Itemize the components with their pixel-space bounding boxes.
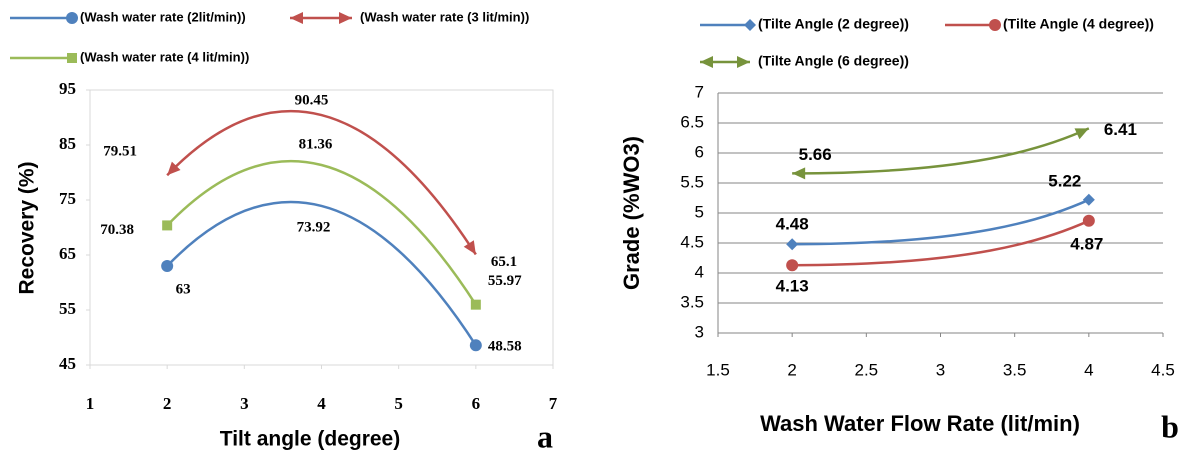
series-line bbox=[166, 159, 477, 306]
x-tick-label: 4 bbox=[317, 394, 326, 413]
series-line bbox=[792, 127, 1090, 175]
legend-label: (Tilte Angle (6 degree)) bbox=[758, 53, 909, 69]
series-line bbox=[792, 198, 1090, 246]
point-marker bbox=[162, 220, 173, 231]
y-tick-label: 3 bbox=[695, 322, 704, 341]
data-label: 48.58 bbox=[488, 339, 522, 355]
y-tick-label: 6 bbox=[695, 142, 704, 161]
legend-marker bbox=[67, 53, 77, 63]
x-tick-label: 3 bbox=[936, 360, 945, 379]
point-marker bbox=[1082, 214, 1095, 227]
legend-label: (Tilte Angle (4 degree)) bbox=[1003, 16, 1154, 32]
arrow-head bbox=[167, 161, 181, 176]
point-marker bbox=[469, 339, 482, 352]
y-tick-label: 5.5 bbox=[680, 172, 704, 191]
y-tick-label: 4 bbox=[695, 262, 704, 281]
legend-label: (Wash water rate (4 lit/min)) bbox=[80, 49, 249, 64]
y-tick-label: 45 bbox=[59, 354, 76, 373]
y-tick-label: 6.5 bbox=[680, 112, 704, 131]
data-label: 65.1 bbox=[491, 254, 517, 270]
x-axis-label: Tilt angle (degree) bbox=[220, 428, 400, 451]
data-label: 90.45 bbox=[295, 92, 329, 108]
y-axis-label: Grade (%WO3) bbox=[619, 136, 644, 290]
panel-label: b bbox=[1161, 408, 1179, 444]
legend-label: (Wash water rate (2lit/min)) bbox=[80, 9, 246, 24]
y-tick-label: 65 bbox=[59, 244, 76, 263]
data-label: 6.41 bbox=[1104, 120, 1137, 139]
data-label: 79.51 bbox=[103, 144, 137, 160]
chart: 3 3.5 4 4.5 5 5.5 6 6.5 7 1.5 2 2.5 3 3.5 4 4.5 Grade (%… bbox=[619, 16, 1179, 445]
x-axis-label: Wash Water Flow Rate (lit/min) bbox=[760, 411, 1080, 436]
legend-marker bbox=[290, 12, 303, 24]
y-tick-label: 5 bbox=[695, 202, 704, 221]
series-line bbox=[166, 109, 477, 256]
legend-marker bbox=[989, 19, 1001, 31]
data-label: 4.48 bbox=[776, 215, 809, 234]
point-marker bbox=[1082, 193, 1095, 206]
y-axis-label: Recovery (%) bbox=[16, 161, 39, 294]
data-label: 55.97 bbox=[488, 273, 522, 289]
point-marker bbox=[470, 299, 481, 310]
legend-marker bbox=[66, 12, 78, 24]
y-tick-label: 3.5 bbox=[680, 292, 704, 311]
x-tick-label: 2.5 bbox=[855, 360, 879, 379]
legend-label: (Wash water rate (3 lit/min)) bbox=[360, 9, 529, 24]
data-label: 81.36 bbox=[299, 136, 333, 152]
x-tick-label: 3 bbox=[240, 394, 249, 413]
arrow-head bbox=[1074, 128, 1089, 140]
point-marker bbox=[786, 259, 799, 272]
series-line bbox=[792, 219, 1090, 267]
arrow-head bbox=[463, 240, 476, 255]
point-marker bbox=[786, 238, 799, 251]
data-label: 5.22 bbox=[1048, 171, 1081, 190]
x-tick-label: 3.5 bbox=[1003, 360, 1027, 379]
series-line bbox=[166, 200, 477, 346]
legend-label: (Tilte Angle (2 degree)) bbox=[758, 16, 909, 32]
x-tick-label: 2 bbox=[787, 360, 796, 379]
panel-label: a bbox=[537, 418, 553, 454]
point-marker bbox=[161, 260, 174, 272]
data-label: 73.92 bbox=[297, 219, 331, 235]
x-tick-label: 1 bbox=[86, 394, 95, 413]
x-tick-label: 5 bbox=[394, 394, 403, 413]
x-tick-label: 7 bbox=[549, 394, 558, 413]
data-label: 5.66 bbox=[799, 145, 832, 164]
y-tick-label: 95 bbox=[59, 79, 76, 98]
y-tick-label: 4.5 bbox=[680, 232, 704, 251]
data-label: 4.13 bbox=[776, 277, 809, 296]
legend-marker bbox=[339, 12, 352, 24]
y-tick-label: 7 bbox=[695, 82, 704, 101]
y-tick-label: 75 bbox=[59, 189, 76, 208]
legend-marker bbox=[737, 56, 750, 68]
y-tick-label: 55 bbox=[59, 299, 76, 318]
data-label: 70.38 bbox=[100, 222, 134, 238]
arrow-head bbox=[792, 167, 806, 180]
data-label: 63 bbox=[176, 281, 191, 297]
x-tick-label: 2 bbox=[163, 394, 172, 413]
x-tick-label: 1.5 bbox=[706, 360, 730, 379]
x-tick-label: 6 bbox=[472, 394, 481, 413]
legend-marker bbox=[700, 56, 713, 68]
x-tick-label: 4 bbox=[1084, 360, 1093, 379]
data-label: 4.87 bbox=[1070, 234, 1103, 253]
legend-marker bbox=[744, 19, 756, 31]
x-tick-label: 4.5 bbox=[1151, 360, 1175, 379]
y-tick-label: 85 bbox=[59, 134, 76, 153]
